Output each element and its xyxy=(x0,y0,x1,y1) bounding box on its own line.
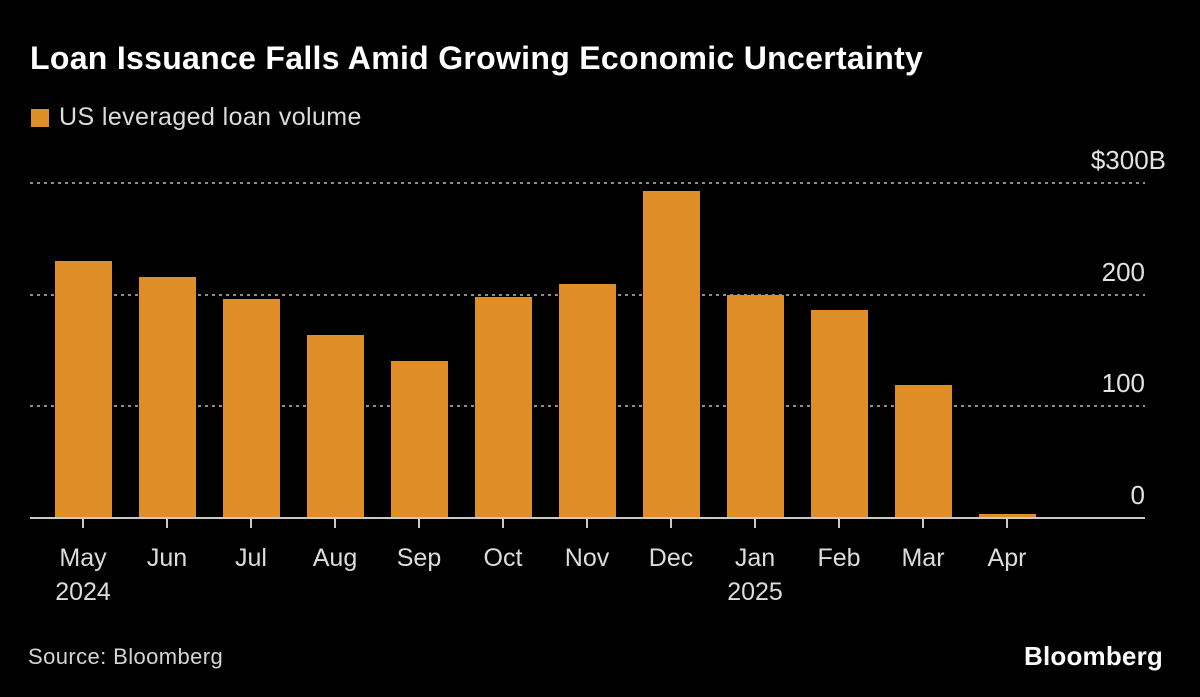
x-axis-baseline xyxy=(30,517,1145,519)
x-label-year: 2025 xyxy=(727,578,783,606)
plot-area xyxy=(30,182,1145,519)
bar-sep xyxy=(390,360,448,518)
x-label-oct: Oct xyxy=(483,544,523,572)
x-tick-jan xyxy=(754,519,756,528)
x-tick-may xyxy=(82,519,84,528)
x-tick-sep xyxy=(418,519,420,528)
bar-apr xyxy=(978,513,1036,518)
bar-nov xyxy=(558,283,616,518)
source-note: Source: Bloomberg xyxy=(28,644,224,669)
x-tick-aug xyxy=(334,519,336,528)
x-tick-feb xyxy=(838,519,840,528)
x-label-year: 2024 xyxy=(55,578,111,606)
x-label-may: May 2024 xyxy=(33,541,133,609)
y-label-100: 100 xyxy=(1101,368,1145,399)
x-tick-apr xyxy=(1006,519,1008,528)
bar-feb xyxy=(810,310,868,518)
x-label-feb: Feb xyxy=(817,544,861,572)
y-label-300: $300B xyxy=(1090,145,1166,175)
bloomberg-logo: Bloomberg xyxy=(1023,641,1163,671)
x-label-apr: Apr xyxy=(987,544,1027,572)
y-label-200: 200 xyxy=(1101,256,1145,287)
x-tick-jul xyxy=(250,519,252,528)
x-label-aug: Aug xyxy=(312,544,358,572)
x-label-dec: Dec xyxy=(648,544,694,572)
gridline-300 xyxy=(30,182,1145,184)
x-label-sep: Sep xyxy=(396,544,442,572)
bar-dec xyxy=(642,190,700,518)
bar-jan-2025 xyxy=(726,294,784,518)
x-label-jun: Jun xyxy=(146,544,188,572)
bar-mar xyxy=(894,385,952,518)
x-label-jul: Jul xyxy=(235,544,267,572)
x-tick-jun xyxy=(166,519,168,528)
legend-label: US leveraged loan volume xyxy=(59,103,362,131)
chart-title: Loan Issuance Falls Amid Growing Economi… xyxy=(30,40,924,76)
x-tick-dec xyxy=(670,519,672,528)
bar-oct xyxy=(474,296,532,518)
x-label-mar: Mar xyxy=(901,544,945,572)
x-label-nov: Nov xyxy=(564,544,610,572)
bar-jun xyxy=(138,276,196,518)
bar-may-2024 xyxy=(54,261,112,518)
x-tick-oct xyxy=(502,519,504,528)
y-label-0: 0 xyxy=(1130,480,1145,510)
legend-swatch-icon xyxy=(31,108,49,127)
bar-aug xyxy=(306,334,364,518)
x-tick-nov xyxy=(586,519,588,528)
x-tick-mar xyxy=(922,519,924,528)
legend: US leveraged loan volume xyxy=(31,103,362,132)
bar-jul xyxy=(222,299,280,518)
x-label-jan: Jan 2025 xyxy=(705,541,805,609)
